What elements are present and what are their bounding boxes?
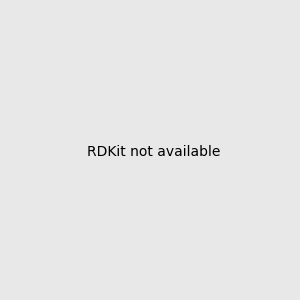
Text: RDKit not available: RDKit not available: [87, 145, 220, 158]
